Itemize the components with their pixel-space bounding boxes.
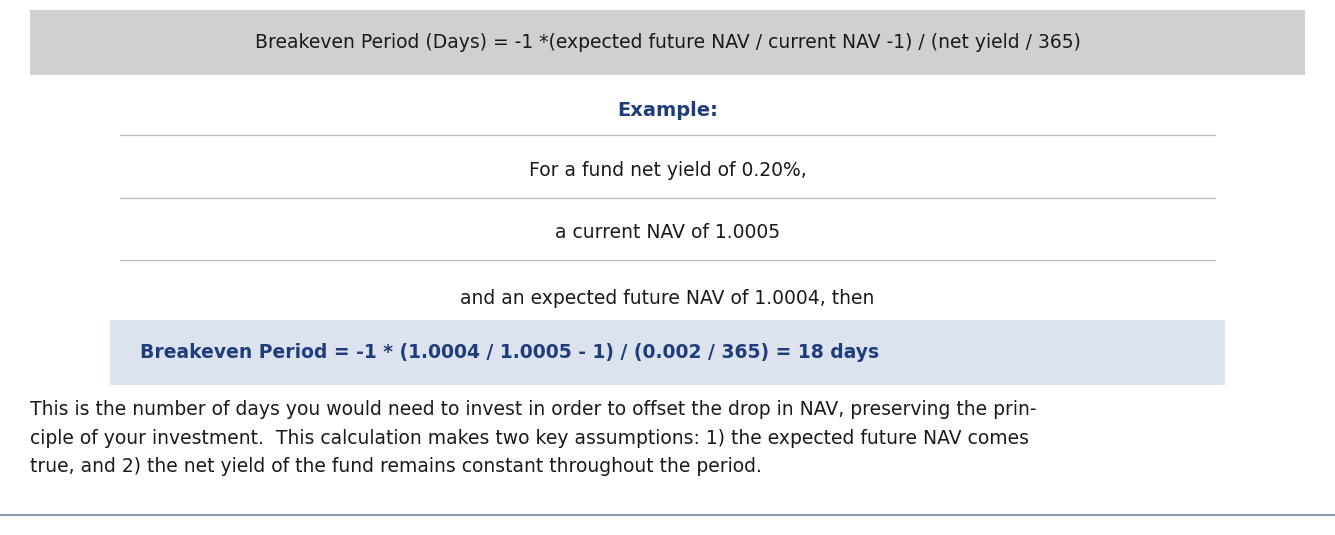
Text: Breakeven Period = -1 * (1.0004 / 1.0005 - 1) / (0.002 / 365) = 18 days: Breakeven Period = -1 * (1.0004 / 1.0005… [140,343,880,363]
Text: This is the number of days you would need to invest in order to offset the drop : This is the number of days you would nee… [29,400,1036,477]
Text: and an expected future NAV of 1.0004, then: and an expected future NAV of 1.0004, th… [461,288,874,308]
Text: For a fund net yield of 0.20%,: For a fund net yield of 0.20%, [529,160,806,180]
FancyBboxPatch shape [29,10,1306,75]
FancyBboxPatch shape [109,320,1226,385]
Text: Example:: Example: [617,101,718,119]
Text: a current NAV of 1.0005: a current NAV of 1.0005 [555,224,780,242]
Text: Breakeven Period (Days) = -1 *(expected future NAV / current NAV -1) / (net yiel: Breakeven Period (Days) = -1 *(expected … [255,33,1080,52]
